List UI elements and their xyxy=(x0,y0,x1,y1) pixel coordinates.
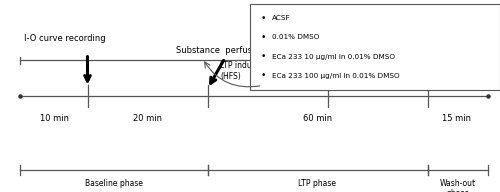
Text: 60 min: 60 min xyxy=(303,114,332,122)
Text: LTP phase: LTP phase xyxy=(298,179,337,188)
Text: 15 min: 15 min xyxy=(442,114,470,122)
Text: 20 min: 20 min xyxy=(133,114,162,122)
Text: LTP induction
(HFS): LTP induction (HFS) xyxy=(220,61,271,81)
Text: •: • xyxy=(261,14,266,23)
Text: Substance  perfusion: Substance perfusion xyxy=(176,46,264,55)
Text: Wash-out
phase: Wash-out phase xyxy=(440,179,476,192)
Text: ECa 233 100 μg/ml in 0.01% DMSO: ECa 233 100 μg/ml in 0.01% DMSO xyxy=(272,73,399,79)
Text: 10 min: 10 min xyxy=(40,114,68,122)
Text: •: • xyxy=(261,33,266,42)
Text: •: • xyxy=(261,71,266,80)
Text: •: • xyxy=(261,52,266,61)
FancyBboxPatch shape xyxy=(250,4,500,90)
Text: I-O curve recording: I-O curve recording xyxy=(24,34,106,43)
Text: ACSF: ACSF xyxy=(272,15,290,21)
Text: ACSF: ACSF xyxy=(446,46,468,55)
Text: ECa 233 10 μg/ml in 0.01% DMSO: ECa 233 10 μg/ml in 0.01% DMSO xyxy=(272,54,394,60)
Text: Baseline phase: Baseline phase xyxy=(84,179,143,188)
Text: 0.01% DMSO: 0.01% DMSO xyxy=(272,34,319,41)
